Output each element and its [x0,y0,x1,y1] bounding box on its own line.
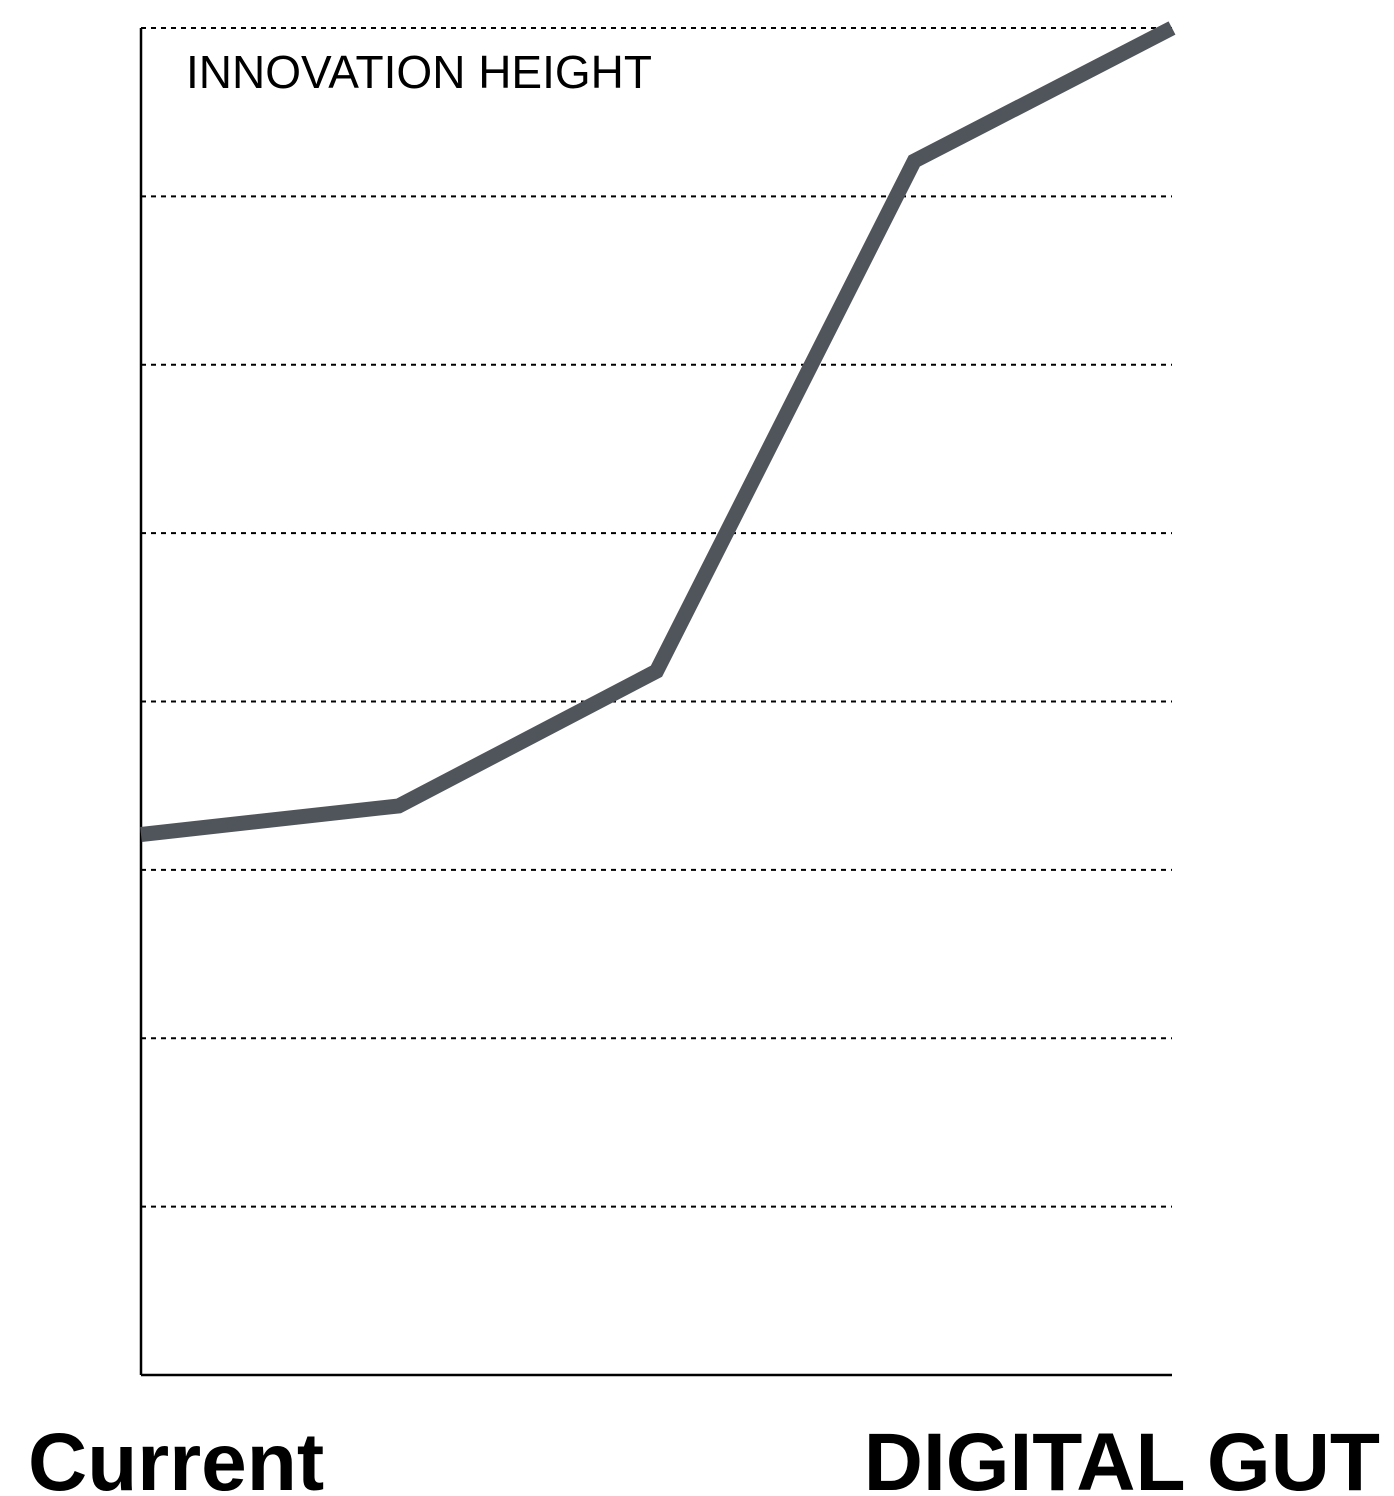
gridlines [141,27,1172,1208]
series-line [140,21,1176,842]
x-end-label: DIGITAL GUT [864,1417,1380,1496]
series-layer [140,21,1176,842]
innovation-height-label: INNOVATION HEIGHT [186,46,652,98]
x-start-label: Current [28,1417,324,1496]
axes [139,28,1172,1377]
